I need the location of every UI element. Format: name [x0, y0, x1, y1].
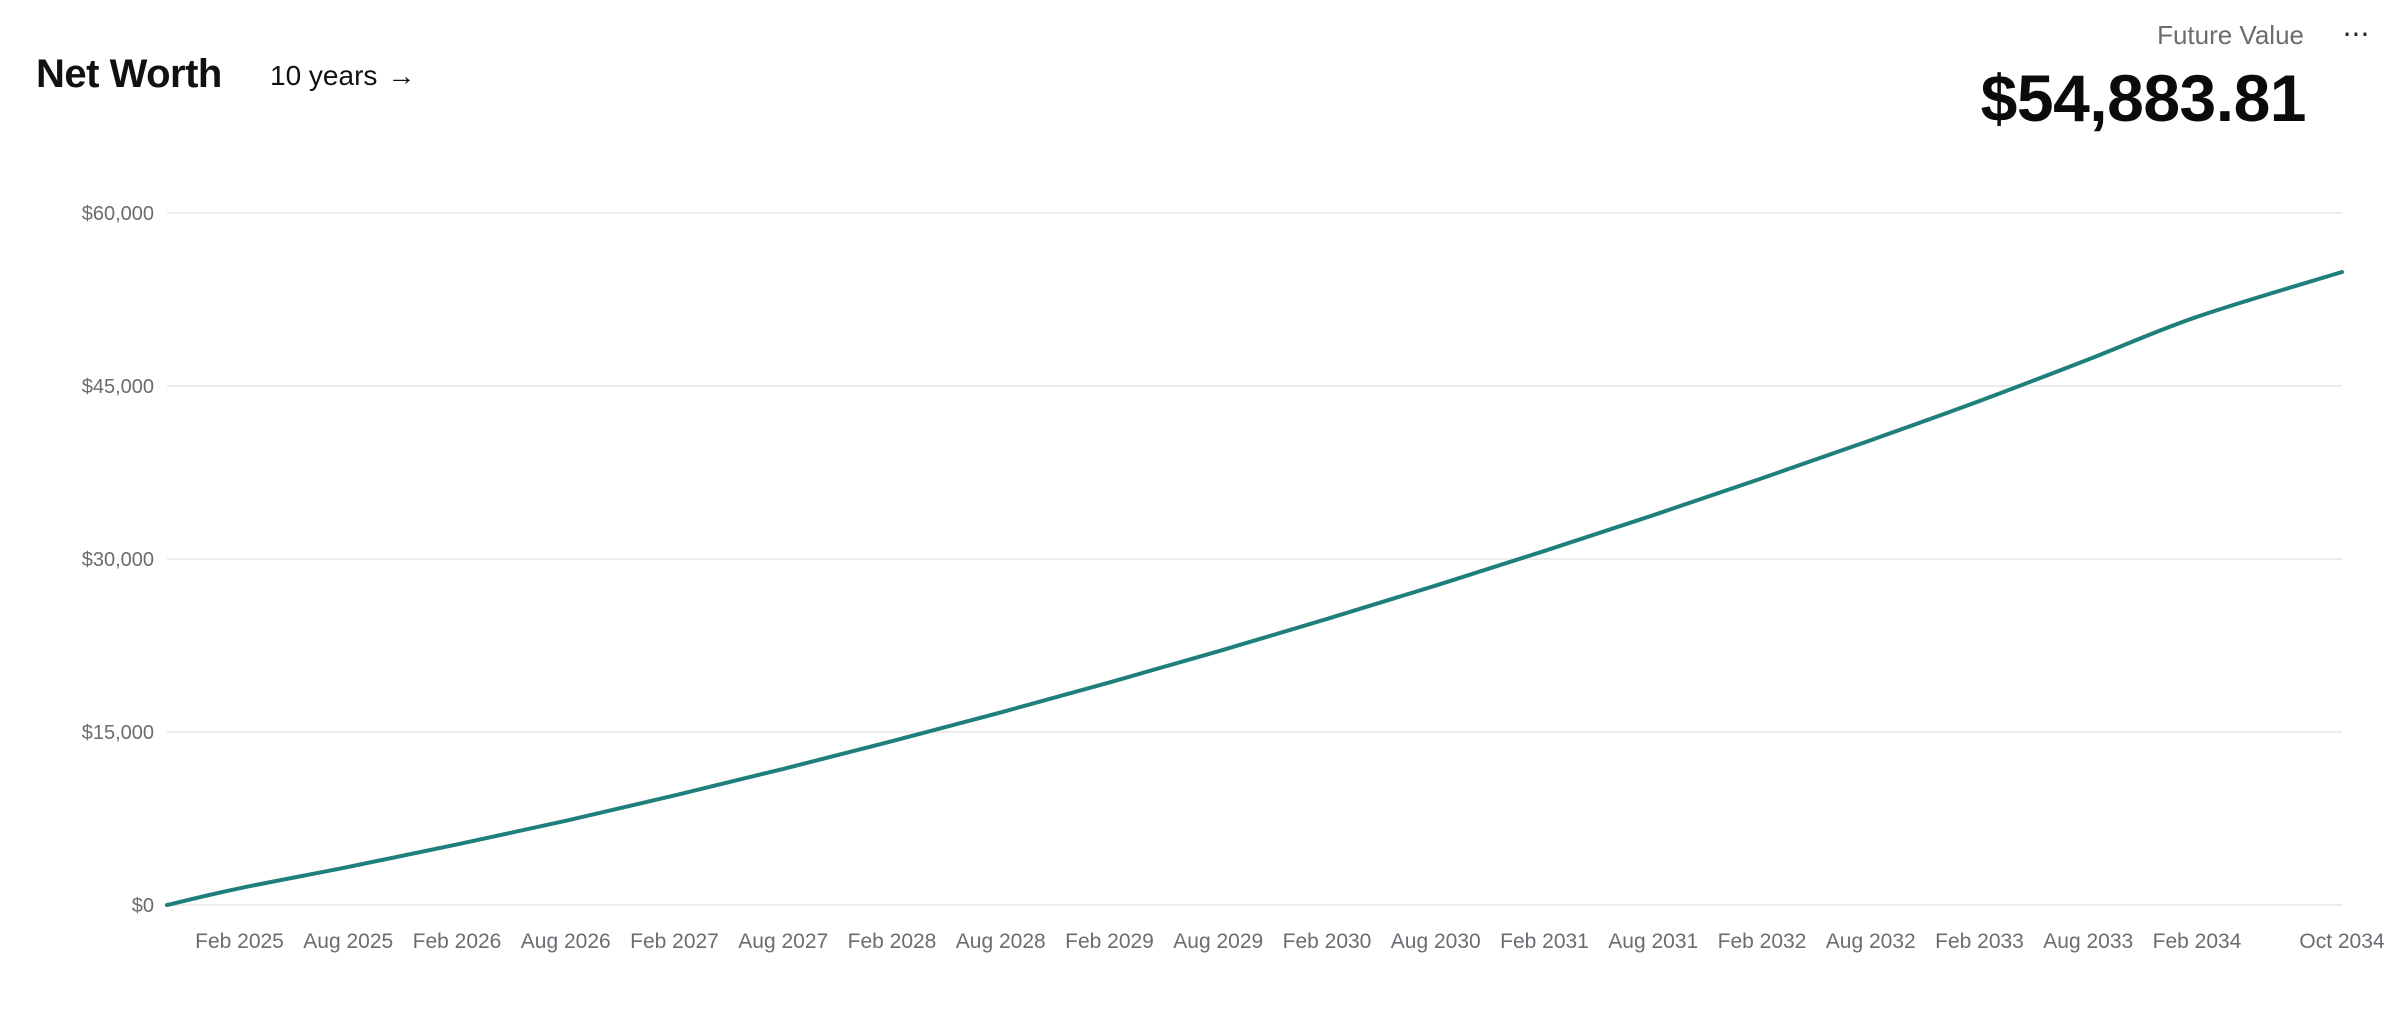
- y-tick-label: $60,000: [82, 203, 154, 225]
- time-range-label: 10 years: [270, 60, 378, 91]
- future-value-label: Future Value: [2157, 20, 2304, 50]
- x-tick-label: Feb 2029: [1065, 930, 1154, 953]
- x-tick-label: Feb 2027: [630, 930, 719, 953]
- x-tick-label: Feb 2031: [1500, 930, 1589, 953]
- x-tick-label: Feb 2025: [195, 930, 284, 953]
- x-tick-label: Aug 2025: [303, 930, 393, 953]
- y-tick-label: $0: [132, 895, 154, 917]
- y-tick-label: $15,000: [82, 722, 154, 744]
- y-tick-label: $30,000: [82, 549, 154, 571]
- x-tick-label: Feb 2030: [1283, 930, 1372, 953]
- x-tick-label: Feb 2033: [1935, 930, 2024, 953]
- x-tick-label: Aug 2032: [1826, 930, 1916, 953]
- x-tick-label: Aug 2027: [738, 930, 828, 953]
- x-tick-label: Feb 2028: [848, 930, 937, 953]
- x-tick-label: Aug 2029: [1173, 930, 1263, 953]
- page-title: Net Worth: [36, 52, 222, 96]
- x-tick-label: Aug 2031: [1608, 930, 1698, 953]
- x-tick-label: Aug 2030: [1391, 930, 1481, 953]
- y-axis-ticks: $0 $15,000 $30,000 $45,000 $60,000: [82, 203, 154, 917]
- series-layer: [165, 270, 2344, 907]
- x-tick-label: Feb 2026: [413, 930, 502, 953]
- future-value-amount: $54,883.81: [1980, 61, 2307, 135]
- ellipsis-icon: ···: [2342, 18, 2370, 51]
- x-tick-label: Feb 2034: [2153, 930, 2242, 953]
- x-tick-label: Aug 2033: [2043, 930, 2133, 953]
- net-worth-series-line: [165, 270, 2344, 907]
- x-tick-label: Oct 2034: [2299, 930, 2385, 953]
- x-tick-label: Aug 2028: [956, 930, 1046, 953]
- grid-lines: [167, 212, 2342, 906]
- more-options-button[interactable]: ···: [2336, 18, 2376, 52]
- arrow-right-icon: →: [387, 60, 416, 91]
- x-tick-label: Aug 2026: [521, 930, 611, 953]
- y-tick-label: $45,000: [82, 376, 154, 398]
- x-axis-ticks: Feb 2025 Aug 2025 Feb 2026 Aug 2026 Feb 2027…: [195, 930, 2385, 953]
- x-tick-label: Feb 2032: [1718, 930, 1807, 953]
- time-range-button[interactable]: 10 years →: [270, 60, 415, 92]
